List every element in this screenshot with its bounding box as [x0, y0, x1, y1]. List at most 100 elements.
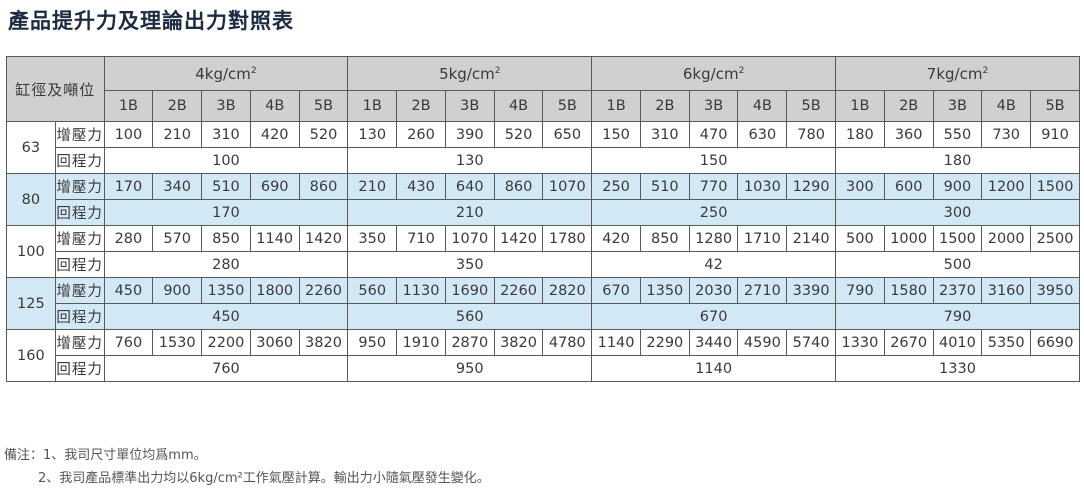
boost-force-label: 增壓力 [54, 329, 105, 356]
table-row: 回程力 450 560 670 790 [7, 303, 1080, 330]
boost-force-value: 850 [201, 225, 251, 252]
boost-force-value: 1200 [981, 173, 1032, 200]
boost-force-value: 640 [444, 173, 495, 200]
pressure-group-exponent: 2 [982, 65, 989, 76]
boost-force-value: 3820 [493, 329, 544, 356]
return-force-value: 250 [591, 199, 837, 226]
return-force-value: 950 [347, 355, 593, 382]
boost-force-value: 210 [347, 173, 398, 200]
table-row: 80 增壓力 170 340 510 690 860 210 430 640 860 1070 250 5… [6, 173, 1080, 226]
return-force-label: 回程力 [54, 355, 105, 382]
boost-force-value: 100 [103, 121, 154, 148]
boost-force-value: 1070 [542, 173, 593, 200]
boost-force-value: 360 [883, 121, 934, 148]
boost-force-value: 1140 [249, 225, 300, 252]
boost-force-value: 1290 [786, 173, 837, 200]
boost-force-value: 3950 [1030, 277, 1080, 304]
note-item: 2、我司產品標準出力均以6kg/cm²工作氣壓計算。輸出力小隨氣壓發生變化。 [38, 471, 490, 486]
boost-force-value: 3820 [298, 329, 349, 356]
boost-force-value: 2870 [444, 329, 495, 356]
boost-force-value: 510 [639, 173, 690, 200]
return-force-label: 回程力 [54, 147, 105, 174]
stage-header: 2B [883, 90, 934, 122]
note-line: 備注：1、我司尺寸單位均爲mm。 [4, 444, 490, 467]
return-force-value: 450 [103, 303, 349, 330]
return-force-value: 760 [103, 355, 349, 382]
stage-header: 1B [591, 90, 641, 122]
boost-force-value: 910 [1030, 121, 1080, 148]
boost-force-value: 550 [932, 121, 983, 148]
boost-force-value: 2820 [542, 277, 593, 304]
stage-header: 4B [981, 90, 1032, 122]
boost-force-value: 5350 [981, 329, 1032, 356]
boost-force-value: 650 [542, 121, 593, 148]
boost-force-value: 3390 [786, 277, 837, 304]
pressure-group-header: 7kg/cm2 [835, 56, 1080, 91]
stage-header: 3B [688, 90, 739, 122]
table-row: 63 增壓力 100 210 310 420 520 130 260 390 520 650 150 31… [6, 121, 1080, 174]
pressure-group-label: 5kg/cm [439, 64, 495, 83]
boost-force-value: 770 [688, 173, 739, 200]
cylinder-size-cell: 125 [6, 277, 56, 330]
boost-force-value: 860 [493, 173, 544, 200]
stage-header: 4B [493, 90, 544, 122]
return-force-value: 1140 [591, 355, 837, 382]
boost-force-value: 780 [786, 121, 837, 148]
table-row: 回程力 760 950 1140 1330 [7, 355, 1080, 382]
boost-force-value: 1420 [493, 225, 544, 252]
boost-force-value: 1780 [542, 225, 593, 252]
boost-force-value: 670 [591, 277, 641, 304]
stage-header: 5B [298, 90, 349, 122]
boost-force-value: 1030 [737, 173, 788, 200]
table-row: 125 增壓力 450 900 1350 1800 2260 560 1130 1690 2260 2… [6, 277, 1080, 330]
boost-force-value: 130 [347, 121, 398, 148]
pressure-group-exponent: 2 [494, 65, 501, 76]
boost-force-value: 170 [103, 173, 154, 200]
boost-force-value: 2260 [298, 277, 349, 304]
stage-header: 2B [639, 90, 690, 122]
boost-force-value: 3160 [981, 277, 1032, 304]
pressure-group-header: 4kg/cm2 [103, 56, 349, 91]
boost-force-value: 4780 [542, 329, 593, 356]
stage-header: 2B [152, 90, 203, 122]
return-force-value: 170 [103, 199, 349, 226]
return-force-value: 350 [347, 251, 593, 278]
table-body: 63 增壓力 100 210 310 420 520 130 260 390 520 650 150 31… [6, 121, 1080, 382]
table-row: 100 增壓力 280 570 850 1140 1420 350 710 1070 1420 178… [6, 225, 1080, 278]
boost-force-value: 210 [152, 121, 203, 148]
boost-force-value: 1350 [639, 277, 690, 304]
stage-header: 1B [103, 90, 154, 122]
return-force-value: 130 [347, 147, 593, 174]
return-force-value: 210 [347, 199, 593, 226]
boost-force-value: 2370 [932, 277, 983, 304]
stage-header: 3B [201, 90, 251, 122]
boost-force-value: 1580 [883, 277, 934, 304]
stage-header: 3B [932, 90, 983, 122]
table-row: 回程力 100 130 150 180 [7, 147, 1080, 174]
boost-force-value: 350 [347, 225, 398, 252]
boost-force-value: 2290 [639, 329, 690, 356]
boost-force-value: 180 [835, 121, 885, 148]
boost-force-label: 增壓力 [54, 121, 105, 148]
boost-force-value: 630 [737, 121, 788, 148]
stage-header: 2B [396, 90, 446, 122]
boost-force-value: 760 [103, 329, 154, 356]
boost-force-value: 310 [201, 121, 251, 148]
boost-force-value: 1910 [396, 329, 446, 356]
boost-force-value: 690 [249, 173, 300, 200]
boost-force-value: 1690 [444, 277, 495, 304]
boost-force-label: 增壓力 [54, 173, 105, 200]
boost-force-value: 2710 [737, 277, 788, 304]
boost-force-value: 1280 [688, 225, 739, 252]
table-row: 回程力 280 350 42 500 [7, 251, 1080, 278]
stage-header: 4B [737, 90, 788, 122]
boost-force-value: 1530 [152, 329, 203, 356]
pressure-group-exponent: 2 [738, 65, 745, 76]
return-force-value: 150 [591, 147, 837, 174]
boost-force-value: 3060 [249, 329, 300, 356]
boost-force-value: 1350 [201, 277, 251, 304]
return-force-value: 280 [103, 251, 349, 278]
boost-force-value: 5740 [786, 329, 837, 356]
cylinder-size-cell: 63 [6, 121, 56, 174]
return-force-value: 670 [591, 303, 837, 330]
